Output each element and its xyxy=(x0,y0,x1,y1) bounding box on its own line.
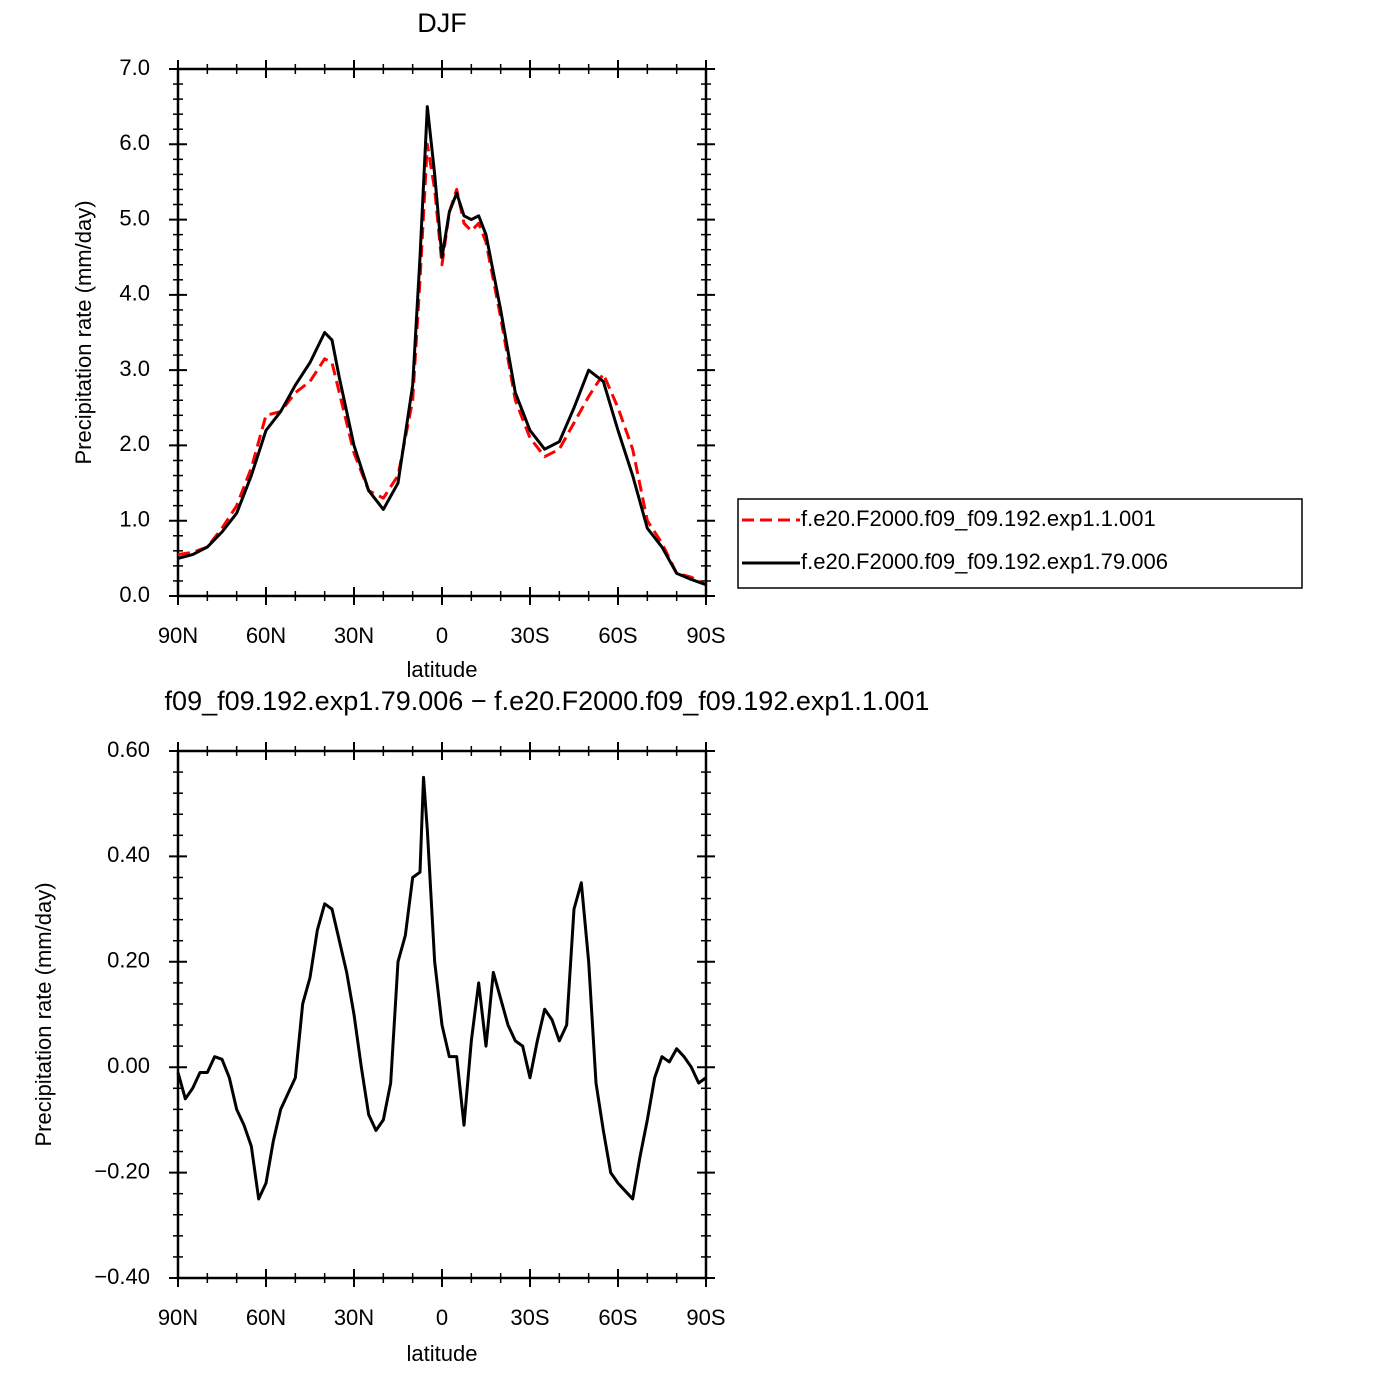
data-line xyxy=(177,142,707,587)
x-tick-label: 30N xyxy=(334,623,374,648)
x-tick-label: 90N xyxy=(158,623,198,648)
y-axis-label: Precipitation rate (mm/day) xyxy=(31,882,56,1146)
data-line xyxy=(177,105,707,587)
legend: f.e20.F2000.f09_f09.192.exp1.1.001 f.e20.… xyxy=(737,498,1303,589)
x-axis-label: latitude xyxy=(407,1341,478,1366)
x-tick-label: 90N xyxy=(158,1305,198,1330)
y-tick-label: 0.60 xyxy=(107,737,150,762)
y-tick-label: 0.40 xyxy=(107,842,150,867)
y-tick-label: 0.0 xyxy=(119,582,150,607)
y-axis-label: Precipitation rate (mm/day) xyxy=(71,200,96,464)
y-tick-label: 6.0 xyxy=(119,130,150,155)
x-tick-label: 60S xyxy=(598,1305,637,1330)
y-tick-label: 1.0 xyxy=(119,507,150,532)
y-tick-label: 4.0 xyxy=(119,281,150,306)
x-tick-label: 60N xyxy=(246,1305,286,1330)
chart-title: DJF xyxy=(417,8,467,38)
plot-frame xyxy=(176,67,708,598)
y-tick-label: −0.40 xyxy=(94,1264,150,1289)
y-tick-label: 5.0 xyxy=(119,205,150,230)
x-tick-label: 60S xyxy=(598,623,637,648)
x-tick-label: 0 xyxy=(436,1305,448,1330)
y-tick-label: 0.20 xyxy=(107,948,150,973)
x-tick-label: 90S xyxy=(686,1305,725,1330)
plot-frame xyxy=(176,749,708,1280)
data-line xyxy=(176,775,707,1201)
x-tick-label: 30N xyxy=(334,1305,374,1330)
legend-label: f.e20.F2000.f09_f09.192.exp1.1.001 xyxy=(801,506,1156,531)
x-tick-label: 30S xyxy=(510,623,549,648)
chart-title: f09_f09.192.exp1.79.006 − f.e20.F2000.f0… xyxy=(165,686,930,716)
x-axis-label: latitude xyxy=(407,657,478,682)
y-tick-label: 3.0 xyxy=(119,356,150,381)
y-tick-label: −0.20 xyxy=(94,1158,150,1183)
x-tick-label: 30S xyxy=(510,1305,549,1330)
y-tick-label: 7.0 xyxy=(119,55,150,80)
x-tick-label: 60N xyxy=(246,623,286,648)
legend-box xyxy=(737,498,1303,589)
x-tick-label: 0 xyxy=(436,623,448,648)
y-tick-label: 0.00 xyxy=(107,1053,150,1078)
y-tick-label: 2.0 xyxy=(119,431,150,456)
legend-label: f.e20.F2000.f09_f09.192.exp1.79.006 xyxy=(801,549,1168,574)
x-tick-label: 90S xyxy=(686,623,725,648)
